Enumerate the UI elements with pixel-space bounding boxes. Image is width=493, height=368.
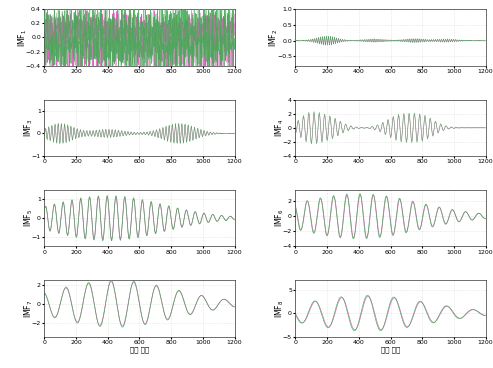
- Y-axis label: IMF$_8$: IMF$_8$: [274, 299, 286, 318]
- X-axis label: 数据 点数: 数据 点数: [381, 347, 400, 353]
- Y-axis label: IMF$_4$: IMF$_4$: [274, 118, 286, 137]
- X-axis label: 数据 点数: 数据 点数: [130, 347, 149, 353]
- Y-axis label: IMF$_3$: IMF$_3$: [23, 118, 35, 137]
- Y-axis label: IMF$_5$: IMF$_5$: [23, 209, 35, 227]
- Y-axis label: IMF$_2$: IMF$_2$: [268, 28, 281, 46]
- Y-axis label: IMF$_1$: IMF$_1$: [17, 28, 29, 46]
- Y-axis label: IMF$_6$: IMF$_6$: [274, 209, 286, 227]
- Y-axis label: IMF$_7$: IMF$_7$: [23, 299, 35, 318]
